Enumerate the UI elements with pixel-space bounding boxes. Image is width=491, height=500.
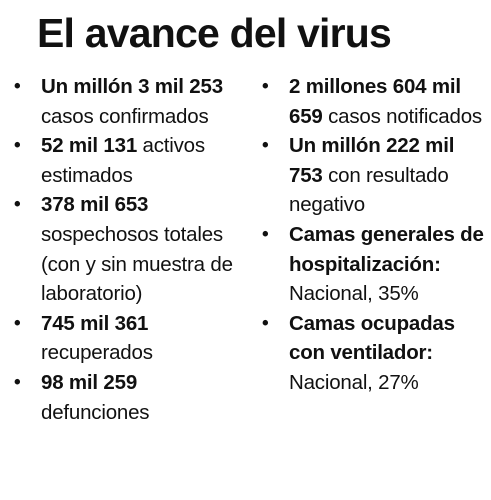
bullet-icon: •: [262, 312, 269, 334]
bullet-icon: •: [14, 312, 21, 334]
stat-value: 378 mil 653: [41, 193, 149, 217]
stats-list-right: • 2 millones 604 mil 659 casos notificado…: [262, 72, 490, 398]
stat-value: Un millón 222 mil 753: [289, 134, 455, 187]
stat-value: 745 mil 361: [41, 311, 149, 335]
bullet-icon: •: [262, 135, 269, 157]
list-item: • 378 mil 653 sospechosos totales (con y …: [14, 190, 250, 308]
list-item: • Camas ocupadas con ventilador: Nacional…: [262, 309, 490, 398]
stats-list-left: • Un millón 3 mil 253 casos confirmados •…: [14, 72, 250, 427]
bullet-icon: •: [262, 76, 269, 97]
stat-value: Camas ocupadas con ventilador:: [289, 311, 455, 365]
bullet-icon: •: [14, 371, 21, 393]
stat-value: Un millón 3 mil 253: [41, 75, 223, 98]
stat-value: 2 millones 604 mil 659: [289, 75, 461, 128]
stat-value: 52 mil 131: [41, 134, 138, 158]
stat-value: 98 mil 259: [41, 370, 138, 394]
page-title: El avance del virus: [37, 10, 392, 56]
list-item: • 2 millones 604 mil 659 casos notificado…: [262, 72, 490, 131]
list-item: • Un millón 222 mil 753 con resultado neg…: [262, 131, 490, 220]
list-item: • 745 mil 361 recuperados: [14, 309, 250, 368]
stat-label: defunciones: [41, 400, 150, 424]
bullet-icon: •: [14, 76, 21, 97]
bullet-icon: •: [14, 194, 21, 216]
list-item: • Un millón 3 mil 253 casos confirmados: [14, 72, 250, 131]
list-item: • 98 mil 259 defunciones: [14, 368, 250, 427]
stat-label: sospechosos totales (con y sin muestra d…: [41, 222, 233, 306]
stat-label: casos notificados: [322, 104, 482, 128]
stat-label: Nacional, 27%: [289, 370, 419, 394]
stat-label: con resultado negativo: [289, 163, 449, 217]
stat-label: casos confirmados: [41, 104, 209, 128]
list-item: • 52 mil 131 activos estimados: [14, 131, 250, 190]
bullet-icon: •: [262, 223, 269, 245]
stat-label: activos estimados: [41, 134, 205, 187]
stat-value: Camas generales de hospitalización:: [289, 222, 484, 276]
stat-label: recuperados: [41, 341, 153, 365]
bullet-icon: •: [14, 135, 21, 157]
stat-label: Nacional, 35%: [289, 282, 419, 306]
list-item: • Camas generales de hospitalización: Nac…: [262, 220, 490, 309]
